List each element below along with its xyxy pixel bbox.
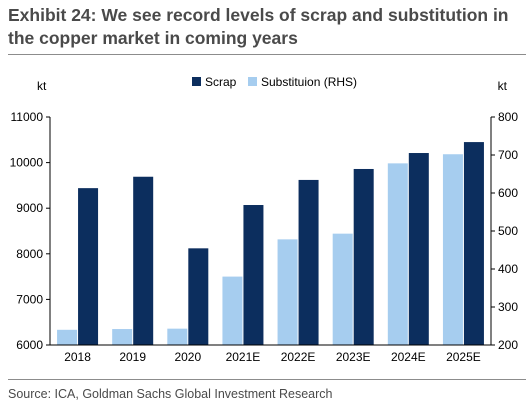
bar-scrap-2019 bbox=[133, 176, 154, 345]
bar-scrap-2018 bbox=[78, 188, 99, 345]
bar-scrap-2022e bbox=[298, 179, 319, 345]
left-tick-label: 8000 bbox=[16, 247, 43, 261]
bar-substitution-2024e bbox=[387, 163, 408, 345]
left-tick-label: 7000 bbox=[16, 292, 43, 306]
x-tick-label: 2018 bbox=[64, 350, 91, 364]
right-tick-label: 200 bbox=[498, 338, 518, 352]
bar-scrap-2023e bbox=[353, 168, 374, 345]
chart-title: Exhibit 24: We see record levels of scra… bbox=[8, 5, 509, 48]
x-tick-label: 2024E bbox=[391, 350, 426, 364]
right-tick-label: 300 bbox=[498, 300, 518, 314]
legend-label-scrap: Scrap bbox=[205, 75, 237, 89]
bar-scrap-2021e bbox=[243, 205, 264, 345]
bar-scrap-2020 bbox=[188, 248, 209, 345]
x-tick-label: 2025E bbox=[446, 350, 481, 364]
x-tick-label: 2021E bbox=[226, 350, 261, 364]
right-tick-label: 500 bbox=[498, 224, 518, 238]
x-tick-label: 2019 bbox=[119, 350, 146, 364]
x-tick-label: 2022E bbox=[281, 350, 316, 364]
left-tick-label: 6000 bbox=[16, 338, 43, 352]
bar-substitution-2021e bbox=[222, 276, 243, 345]
bar-substitution-2020 bbox=[167, 328, 188, 345]
left-tick-label: 11000 bbox=[11, 110, 44, 124]
tick-labels: 6000 7000 8000 9000 10000 11000 200 300 400 500 60… bbox=[10, 110, 519, 364]
right-tick-label: 800 bbox=[498, 110, 518, 124]
source-divider bbox=[8, 379, 526, 380]
bar-substitution-2019 bbox=[112, 329, 133, 345]
title-divider bbox=[8, 54, 526, 55]
right-tick-label: 600 bbox=[498, 186, 518, 200]
legend-label-substitution: Substituion (RHS) bbox=[261, 75, 357, 89]
legend-swatch-substitution bbox=[248, 77, 257, 86]
right-tick-label: 700 bbox=[498, 148, 518, 162]
x-tick-label: 2023E bbox=[336, 350, 371, 364]
bar-substitution-2025e bbox=[442, 154, 463, 345]
right-tick-label: 400 bbox=[498, 262, 518, 276]
bar-substitution-2018 bbox=[57, 329, 78, 345]
bar-substitution-2023e bbox=[332, 233, 353, 345]
x-tick-label: 2020 bbox=[174, 350, 201, 364]
left-tick-label: 9000 bbox=[16, 201, 43, 215]
right-axis-unit-label: kt bbox=[498, 79, 508, 93]
bar-substitution-2022e bbox=[277, 239, 298, 345]
source-note: Source: ICA, Goldman Sachs Global Invest… bbox=[8, 387, 333, 401]
bar-scrap-2025e bbox=[463, 142, 484, 345]
legend: Scrap Substituion (RHS) bbox=[192, 75, 357, 89]
bar-scrap-2024e bbox=[408, 153, 429, 345]
bar-group bbox=[57, 142, 484, 345]
left-tick-label: 10000 bbox=[10, 156, 44, 170]
left-axis-unit-label: kt bbox=[37, 79, 47, 93]
legend-swatch-scrap bbox=[192, 77, 201, 86]
